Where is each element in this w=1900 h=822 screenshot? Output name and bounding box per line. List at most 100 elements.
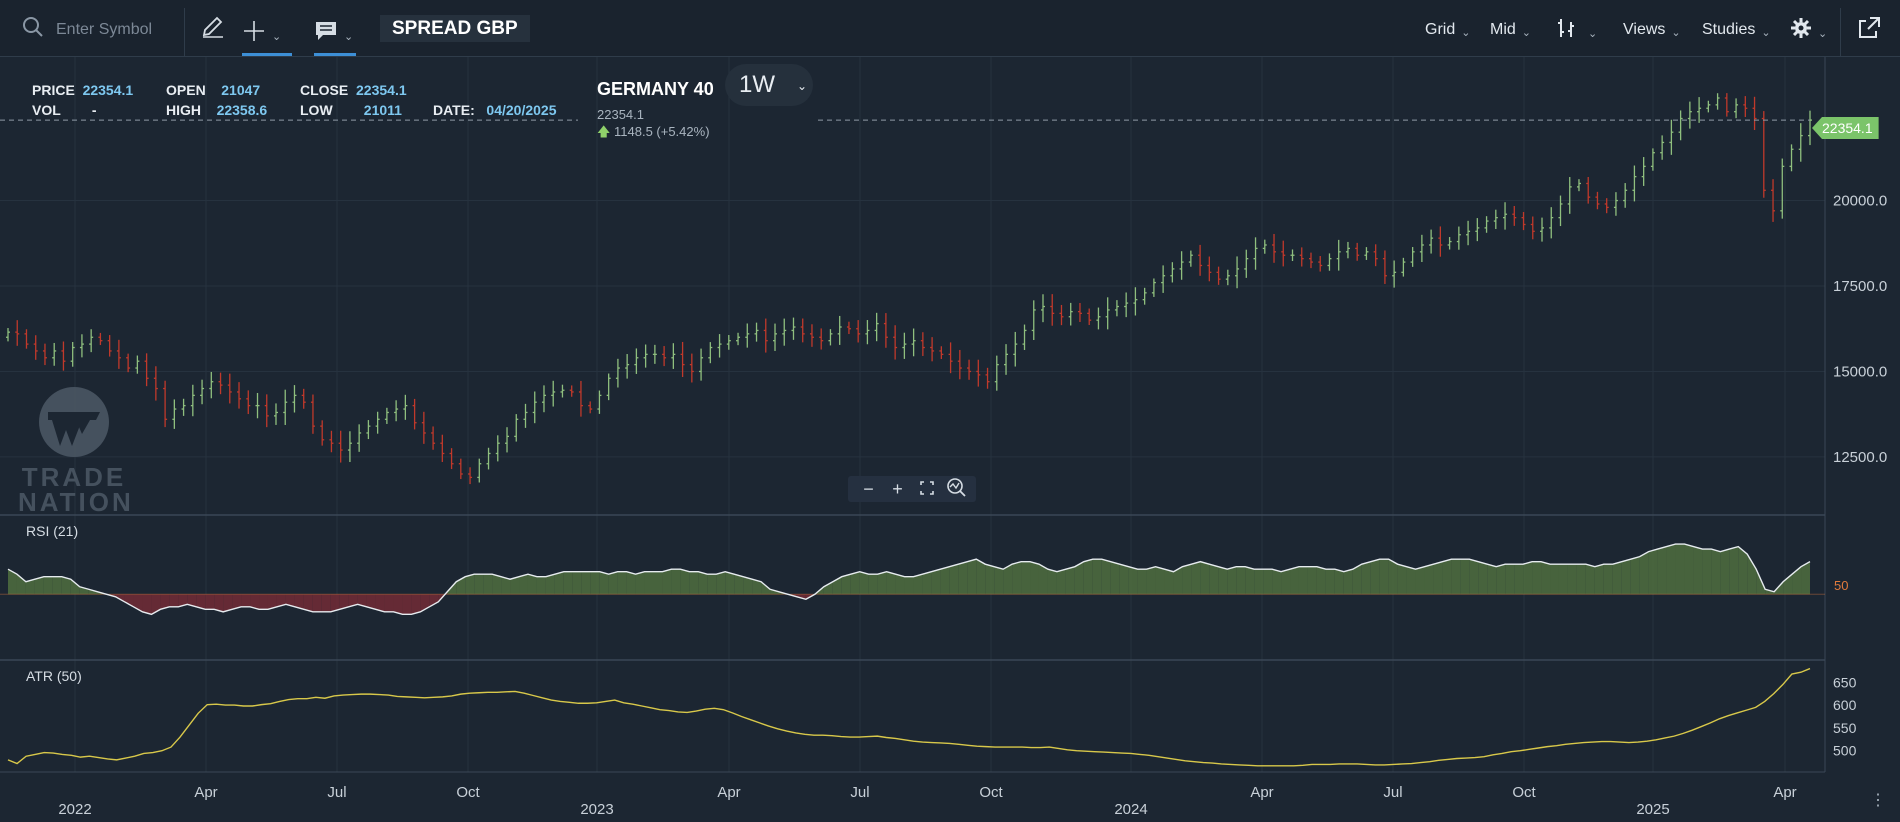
rsi-fill-segment xyxy=(1334,569,1344,595)
rsi-fill-segment xyxy=(1666,544,1676,595)
time-tick-label: Apr xyxy=(1250,784,1273,801)
comment-tool-button[interactable]: ⌄ xyxy=(314,14,356,56)
vol-value: - xyxy=(91,102,97,118)
rsi-fill-segment xyxy=(626,571,636,595)
rsi-fill-segment xyxy=(70,579,80,595)
rsi-fill-segment xyxy=(689,571,699,595)
rsi-fill-segment xyxy=(1263,569,1273,595)
instrument-last: 22354.1 xyxy=(597,107,644,122)
rsi-fill-segment xyxy=(1272,569,1282,595)
rsi-fill-segment xyxy=(402,594,412,615)
info-open: OPEN 21047 xyxy=(166,82,260,98)
rsi-fill-segment xyxy=(1254,569,1264,595)
rsi-fill-segment xyxy=(1738,546,1748,595)
rsi-fill-segment xyxy=(644,571,654,595)
time-tick-label: Apr xyxy=(717,784,740,801)
rsi-fill-segment xyxy=(259,594,268,610)
rsi-fill-segment xyxy=(958,561,968,595)
detach-chart-button[interactable] xyxy=(1856,15,1882,46)
rsi-fill-segment xyxy=(1415,566,1425,595)
rsi-fill-segment xyxy=(868,574,878,595)
rsi-fill-segment xyxy=(1801,561,1810,595)
rsi-fill-segment xyxy=(214,594,224,612)
rsi-fill-segment xyxy=(1639,551,1649,595)
rsi-fill-segment xyxy=(572,571,582,595)
menu-views[interactable]: Views ⌄ xyxy=(1623,20,1681,40)
timeframe-selector[interactable]: 1W ⌄ xyxy=(725,64,813,106)
rsi-fill-segment xyxy=(734,574,744,595)
rsi-fill-segment xyxy=(967,559,977,595)
atr-tick-label: 500 xyxy=(1833,743,1857,759)
search-input[interactable] xyxy=(56,20,196,39)
rsi-fill-segment xyxy=(1505,564,1515,595)
rsi-fill-segment xyxy=(178,594,188,607)
rsi-fill-segment xyxy=(1612,561,1622,595)
low-label: LOW xyxy=(300,102,333,118)
chart-type-menu[interactable]: ⌄ xyxy=(1556,17,1597,44)
rsi-fill-segment xyxy=(985,564,995,595)
rsi-fill-segment xyxy=(922,571,932,595)
rsi-fill-segment xyxy=(312,594,322,612)
menu-views-label: Views xyxy=(1623,20,1666,38)
settings-menu[interactable]: ⌄ xyxy=(1790,17,1827,44)
rsi-fill-segment xyxy=(1576,564,1586,595)
rsi-fill-segment xyxy=(8,569,17,595)
rsi-fill-segment xyxy=(169,594,179,607)
menu-studies[interactable]: Studies ⌄ xyxy=(1702,20,1771,40)
chart-area[interactable]: 12500.0 15000.0 17500.0 20000.0 500 550 600 650… xyxy=(0,57,1900,822)
rsi-fill-segment xyxy=(1083,559,1093,595)
rsi-fill-segment xyxy=(1003,564,1013,595)
auto-scale-icon[interactable] xyxy=(943,477,969,502)
logo-text-line1: TRADE xyxy=(21,462,127,492)
rsi-fill-segment xyxy=(223,594,233,612)
rsi-fill-segment xyxy=(743,576,753,595)
rsi-fill-segment xyxy=(1603,564,1613,595)
rsi-fill-segment xyxy=(554,571,564,595)
rsi-fill-segment xyxy=(375,594,385,612)
crosshair-tool-button[interactable]: ⌄ xyxy=(242,14,292,56)
rsi-fill-segment xyxy=(1012,561,1022,595)
rsi-fill-segment xyxy=(536,576,546,595)
rsi-fill-segment xyxy=(1047,569,1057,595)
rsi-fill-segment xyxy=(761,581,771,595)
close-label: CLOSE xyxy=(300,82,349,98)
fit-screen-icon[interactable] xyxy=(914,479,940,500)
date-value: 04/20/2025 xyxy=(486,102,557,118)
zoom-out-icon[interactable]: − xyxy=(863,478,874,499)
menu-mid-label: Mid xyxy=(1490,20,1516,38)
menu-grid[interactable]: Grid ⌄ xyxy=(1425,20,1470,40)
rsi-fill-segment xyxy=(1343,569,1353,595)
rsi-fill-segment xyxy=(1146,566,1156,595)
symbol-search[interactable] xyxy=(22,16,196,43)
rsi-fill-segment xyxy=(1567,564,1577,595)
rsi-fill-segment xyxy=(196,594,206,610)
rsi-fill-segment xyxy=(285,594,295,607)
rsi-fill-segment xyxy=(1594,564,1604,595)
rsi-fill-segment xyxy=(1173,566,1183,595)
rsi-fill-segment xyxy=(250,594,260,610)
rsi-series xyxy=(7,543,1811,616)
gear-icon xyxy=(1790,17,1812,44)
chevron-down-icon: ⌄ xyxy=(1588,28,1598,40)
rsi-fill-segment xyxy=(581,571,591,595)
rsi-fill-segment xyxy=(1792,566,1802,595)
rsi-fill-segment xyxy=(510,576,520,595)
zoom-in-icon[interactable]: + xyxy=(892,478,903,499)
rsi-fill-segment xyxy=(1657,546,1667,595)
zoom-controls: − + xyxy=(848,476,976,502)
timeframe-label: 1W xyxy=(739,71,775,98)
rsi-fill-segment xyxy=(241,594,251,607)
rsi-fill-segment xyxy=(653,571,663,595)
draw-tool-button[interactable] xyxy=(200,14,226,45)
logo-text-line2: NATION xyxy=(18,487,134,517)
rsi-fill-segment xyxy=(348,594,358,607)
rsi-fill-segment xyxy=(357,594,367,607)
instrument-change: 🡅 1148.5 (+5.42%) xyxy=(597,123,710,145)
atr-series xyxy=(7,667,1811,767)
menu-mid[interactable]: Mid ⌄ xyxy=(1490,20,1531,40)
rsi-fill-segment xyxy=(1307,566,1317,595)
rsi-fill-segment xyxy=(1424,564,1434,595)
rsi-fill-segment xyxy=(1155,566,1165,595)
rsi-fill-segment xyxy=(617,571,627,595)
high-value: 22358.6 xyxy=(216,102,268,118)
